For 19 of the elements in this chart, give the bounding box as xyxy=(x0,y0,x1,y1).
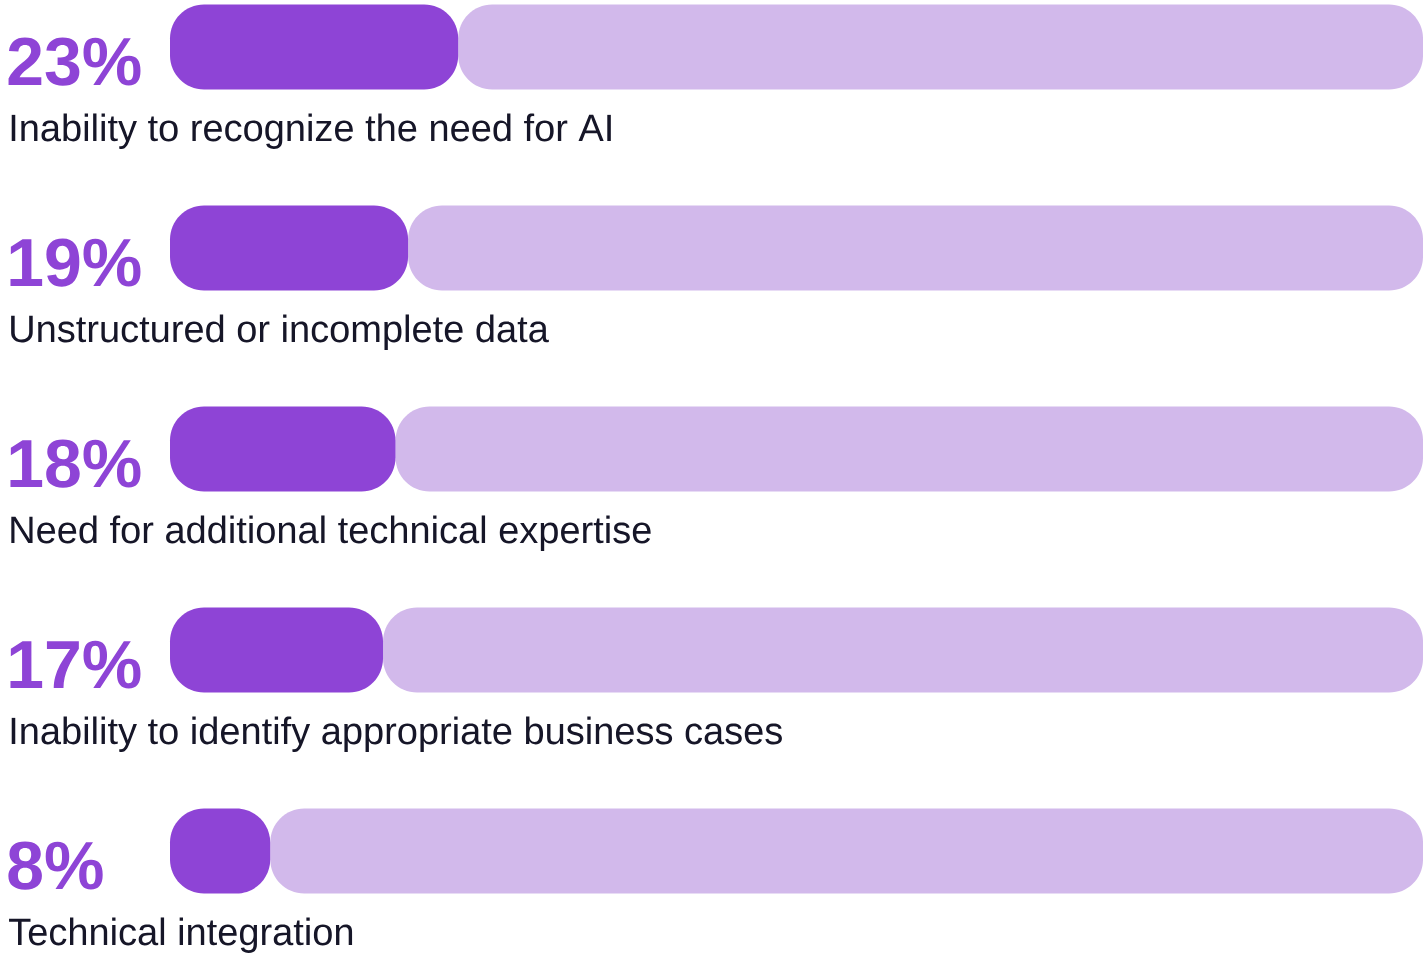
bar xyxy=(170,205,409,291)
data-label: 19% xyxy=(10,238,141,287)
y-tick-label: Inability to recognize the need for AI xyxy=(11,113,611,149)
y-tick-label: Unstructured or incomplete data xyxy=(11,314,549,350)
bar xyxy=(408,205,1423,291)
bar xyxy=(383,607,1423,693)
data-label: 23% xyxy=(8,37,141,86)
bar xyxy=(270,808,1423,894)
bar xyxy=(170,406,396,492)
bar xyxy=(395,406,1423,492)
data-label: 17% xyxy=(10,640,141,689)
y-tick-label: Inability to identify appropriate business cases xyxy=(11,716,782,752)
data-label: 18% xyxy=(10,439,141,488)
y-tick-label: Technical integration xyxy=(9,917,353,953)
data-label: 8% xyxy=(8,841,103,890)
bar xyxy=(170,4,459,90)
bar xyxy=(170,607,384,693)
y-tick-label: Need for additional technical expertise xyxy=(11,515,651,551)
bar xyxy=(458,4,1423,90)
